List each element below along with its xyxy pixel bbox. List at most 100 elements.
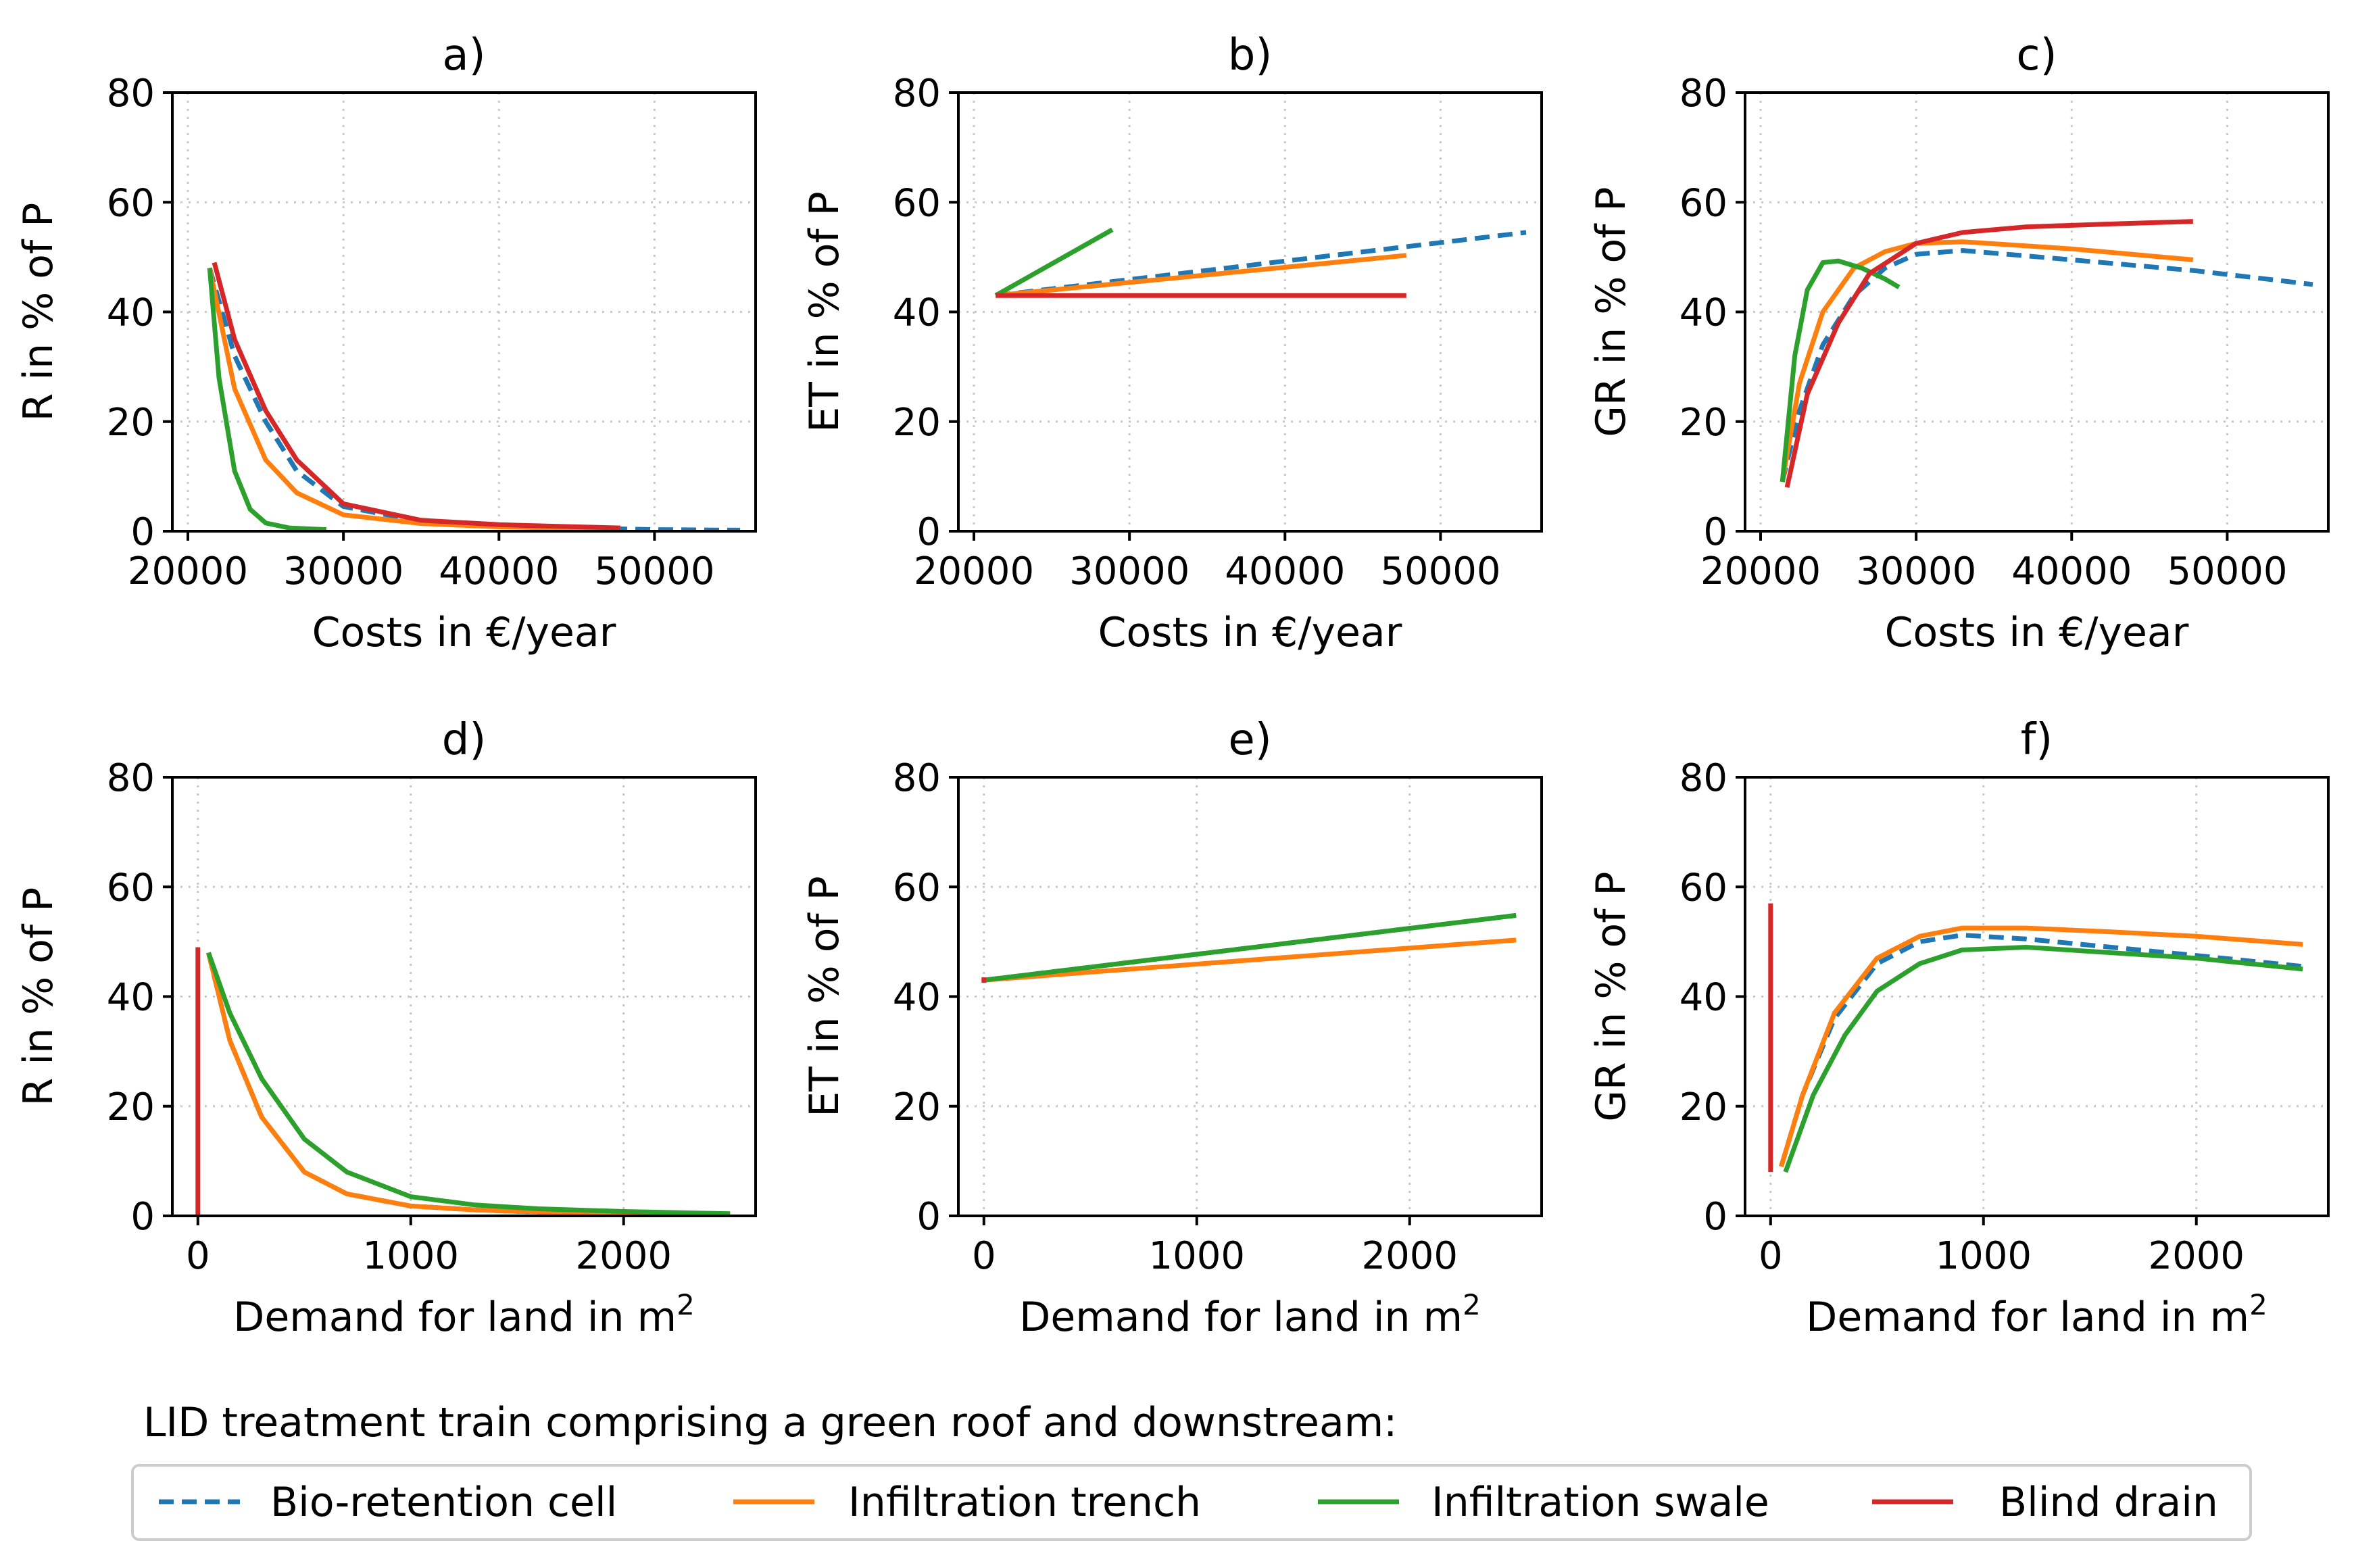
subplot-title: f) <box>2021 715 2053 765</box>
series-line-bio-retention-cell <box>1779 933 2303 1168</box>
subplot-title: c) <box>2016 30 2057 80</box>
x-axis-label: Demand for land in m2 <box>233 1288 695 1341</box>
y-axis-label: ET in % of P <box>801 191 848 433</box>
y-tick-label: 80 <box>1679 72 1727 116</box>
legend-label-3: Blind drain <box>1999 1479 2218 1526</box>
y-tick-label: 20 <box>107 401 155 445</box>
y-tick-label: 80 <box>107 756 155 800</box>
y-axis-label: GR in % of P <box>1588 871 1635 1121</box>
x-tick-label: 50000 <box>1380 549 1500 593</box>
series-line-infiltration-trench <box>983 937 1517 983</box>
y-tick-label: 20 <box>1679 1085 1727 1129</box>
y-tick-label: 40 <box>107 976 155 1020</box>
legend-label-1: Infiltration trench <box>848 1479 1201 1526</box>
y-tick-label: 20 <box>893 1085 941 1129</box>
series-line-infiltration-swale <box>207 268 326 533</box>
y-axis-label: ET in % of P <box>801 876 848 1117</box>
x-tick-label: 1000 <box>363 1234 460 1278</box>
series-line-bio-retention-cell <box>1780 248 2313 483</box>
subplot-3: 0 1000 2000 0 20 40 60 80 d) Demand for land in m… <box>15 715 757 1341</box>
subplot-5: 0 1000 2000 0 20 40 60 80 f) Demand for land in m… <box>1588 715 2330 1341</box>
x-tick-label: 1000 <box>1936 1234 2032 1278</box>
x-tick-label: 30000 <box>283 549 403 593</box>
y-tick-label: 80 <box>1679 756 1727 800</box>
legend-item-0: Bio-retention cell <box>159 1479 617 1526</box>
y-tick-label: 0 <box>1703 510 1727 554</box>
x-tick-label: 2000 <box>1361 1234 1458 1278</box>
x-tick-label: 40000 <box>2011 549 2132 593</box>
x-tick-label: 40000 <box>1225 549 1345 593</box>
series-line-bio-retention-cell <box>207 267 741 533</box>
x-tick-label: 20000 <box>1700 549 1821 593</box>
x-tick-label: 20000 <box>128 549 248 593</box>
subplot-title: e) <box>1228 715 1271 765</box>
legend-note: LID treatment train comprising a green r… <box>143 1399 1397 1446</box>
x-axis-label-sup: 2 <box>1463 1288 1481 1321</box>
subplot-title: b) <box>1228 30 1273 80</box>
y-tick-label: 0 <box>130 510 155 554</box>
y-tick-label: 0 <box>1703 1195 1727 1239</box>
x-tick-label: 40000 <box>439 549 559 593</box>
series-line-infiltration-trench <box>1779 925 2303 1168</box>
y-tick-label: 40 <box>107 291 155 335</box>
y-tick-label: 60 <box>893 866 941 910</box>
y-tick-label: 20 <box>107 1085 155 1129</box>
x-axis-label-sup: 2 <box>2249 1288 2267 1321</box>
x-axis-label: Costs in €/year <box>1885 609 2189 656</box>
legend-item-2: Infiltration swale <box>1318 1479 1769 1526</box>
y-tick-label: 80 <box>107 72 155 116</box>
series-line-bio-retention-cell <box>995 230 1527 298</box>
legend-item-3: Blind drain <box>1872 1479 2218 1526</box>
subplot-0: 20000 30000 40000 50000 0 20 40 60 80 a) Costs in … <box>15 30 757 656</box>
x-tick-label: 0 <box>186 1234 210 1278</box>
legend-label-0: Bio-retention cell <box>270 1479 617 1526</box>
subplot-4: 0 1000 2000 0 20 40 60 80 e) Demand for land in m… <box>801 715 1543 1341</box>
x-axis-label-sup: 2 <box>677 1288 695 1321</box>
y-tick-label: 80 <box>893 72 941 116</box>
y-tick-label: 20 <box>1679 401 1727 445</box>
y-tick-label: 0 <box>916 510 941 554</box>
x-axis-label: Demand for land in m2 <box>1019 1288 1481 1341</box>
y-tick-label: 0 <box>130 1195 155 1239</box>
y-tick-label: 40 <box>1679 291 1727 335</box>
series-line-blind-drain <box>1784 219 2193 488</box>
x-axis-label: Costs in €/year <box>312 609 616 656</box>
y-axis-label: R in % of P <box>15 887 62 1106</box>
x-tick-label: 30000 <box>1856 549 1976 593</box>
series-line-blind-drain <box>212 262 620 531</box>
series-line-infiltration-swale <box>1783 945 2303 1173</box>
x-tick-label: 2000 <box>2148 1234 2245 1278</box>
y-tick-label: 60 <box>107 866 155 910</box>
series-line-infiltration-swale <box>983 912 1517 983</box>
subplot-title: d) <box>442 715 487 765</box>
x-axis-label: Costs in €/year <box>1098 609 1402 656</box>
series-line-infiltration-swale <box>206 952 731 1217</box>
subplot-title: a) <box>442 30 485 80</box>
x-tick-label: 50000 <box>594 549 714 593</box>
y-tick-label: 40 <box>1679 976 1727 1020</box>
series-line-infiltration-trench <box>206 952 731 1217</box>
x-tick-label: 20000 <box>914 549 1034 593</box>
subplot-2: 20000 30000 40000 50000 0 20 40 60 80 c) Costs in … <box>1588 30 2330 656</box>
y-tick-label: 60 <box>107 181 155 225</box>
legend-item-1: Infiltration trench <box>733 1479 1201 1526</box>
x-tick-label: 2000 <box>575 1234 672 1278</box>
series-line-infiltration-swale <box>994 227 1114 298</box>
x-tick-label: 0 <box>972 1234 996 1278</box>
subplot-1: 20000 30000 40000 50000 0 20 40 60 80 b) Costs in … <box>801 30 1543 656</box>
legend-box <box>131 1464 2252 1541</box>
y-tick-label: 80 <box>893 756 941 800</box>
x-tick-label: 30000 <box>1069 549 1190 593</box>
x-tick-label: 50000 <box>2167 549 2287 593</box>
y-tick-label: 40 <box>893 291 941 335</box>
y-axis-label: GR in % of P <box>1588 187 1635 437</box>
x-tick-label: 0 <box>1759 1234 1783 1278</box>
series-line-infiltration-trench <box>995 253 1407 298</box>
series-line-bio-retention-cell <box>206 952 731 1217</box>
series-line-infiltration-trench <box>1780 239 2194 483</box>
y-tick-label: 60 <box>1679 181 1727 225</box>
y-tick-label: 60 <box>893 181 941 225</box>
y-tick-label: 20 <box>893 401 941 445</box>
y-tick-label: 60 <box>1679 866 1727 910</box>
